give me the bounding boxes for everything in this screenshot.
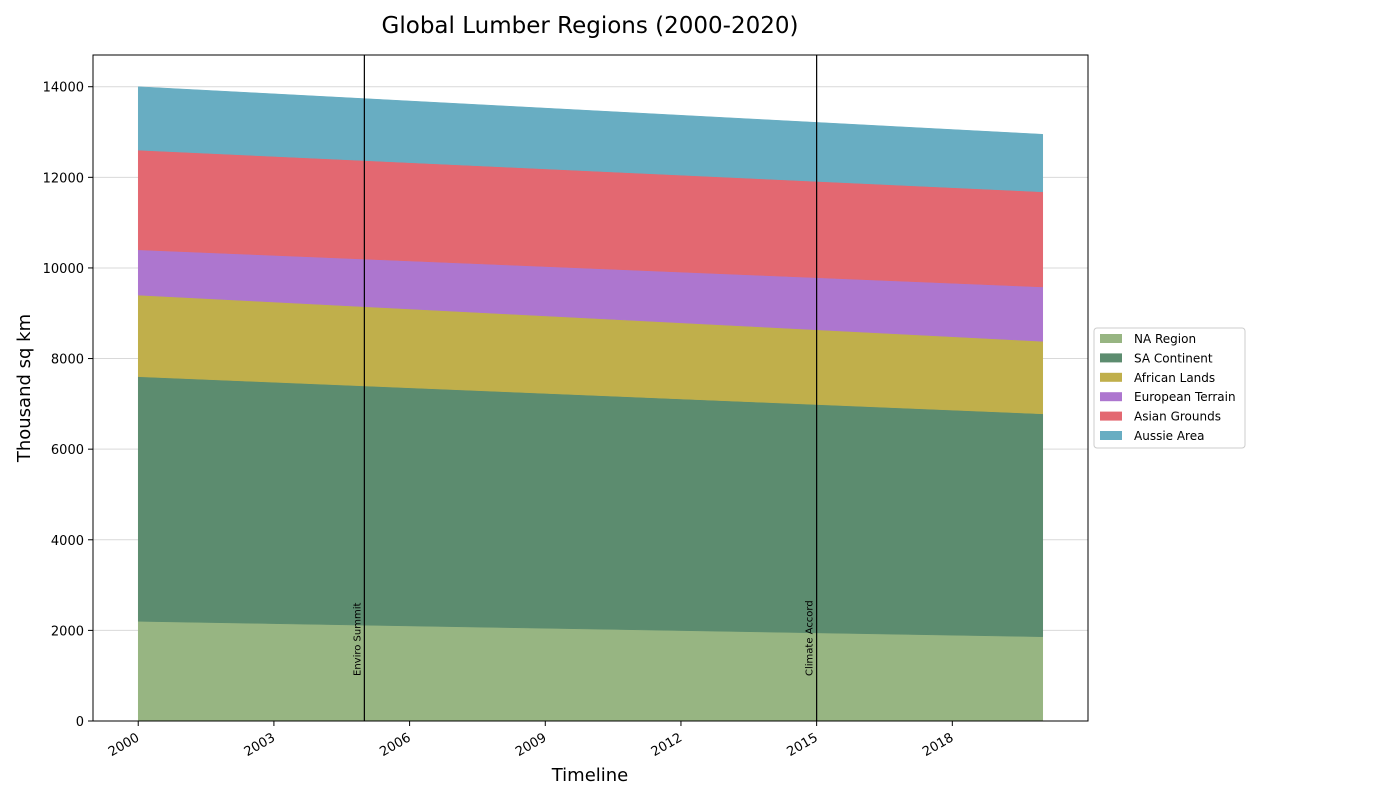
y-axis-title: Thousand sq km [14, 314, 35, 463]
legend-swatch-european-terrain [1100, 392, 1122, 402]
x-tick-label-2000: 2000 [106, 730, 142, 760]
legend-label-aussie-area: Aussie Area [1134, 429, 1204, 443]
legend-swatch-aussie-area [1100, 431, 1122, 440]
legend-box [1093, 327, 1246, 449]
x-tick-label-2018: 2018 [920, 730, 956, 760]
y-tick-label-6000: 6000 [51, 443, 84, 458]
event-label-enviro-summit: Enviro Summit [352, 603, 363, 676]
x-tick-label-2015: 2015 [784, 730, 820, 760]
x-axis-title: Timeline [551, 765, 629, 786]
x-tick-label-2003: 2003 [242, 730, 278, 760]
annotations: Enviro Summit Climate Accord [352, 55, 818, 721]
legend-swatch-na-region [1100, 334, 1122, 343]
legend-swatch-sa-continent [1100, 353, 1122, 363]
legend: NA Region SA Continent African Lands Europe… [1093, 327, 1246, 449]
area-na-region [137, 621, 1044, 722]
x-axis-ticks: 2000 2003 2006 2009 2012 2015 2018 [106, 721, 956, 760]
y-tick-label-14000: 14000 [43, 81, 84, 96]
x-tick-label-2006: 2006 [377, 730, 413, 760]
y-tick-label-8000: 8000 [51, 353, 84, 368]
legend-label-na-region: NA Region [1134, 332, 1196, 346]
legend-label-european-terrain: European Terrain [1134, 390, 1236, 404]
y-tick-label-4000: 4000 [51, 534, 84, 549]
y-axis-ticks: 0 2000 4000 6000 8000 10000 12000 14000 [43, 81, 93, 730]
chart-title: Global Lumber Regions (2000-2020) [382, 13, 799, 39]
y-tick-label-0: 0 [76, 715, 84, 730]
y-tick-label-10000: 10000 [43, 262, 84, 277]
legend-label-african-lands: African Lands [1134, 371, 1215, 385]
legend-swatch-african-lands [1100, 372, 1122, 382]
legend-swatch-asian-grounds [1100, 411, 1122, 421]
legend-label-asian-grounds: Asian Grounds [1134, 410, 1221, 424]
y-tick-label-12000: 12000 [43, 171, 84, 186]
area-sa-continent [137, 376, 1044, 637]
y-tick-label-2000: 2000 [51, 624, 84, 639]
area-layers [137, 86, 1044, 722]
legend-label-sa-continent: SA Continent [1134, 351, 1213, 365]
plot-frame [92, 54, 1089, 722]
x-tick-label-2009: 2009 [513, 730, 549, 760]
event-label-climate-accord: Climate Accord [805, 600, 816, 676]
x-tick-label-2012: 2012 [649, 730, 685, 760]
